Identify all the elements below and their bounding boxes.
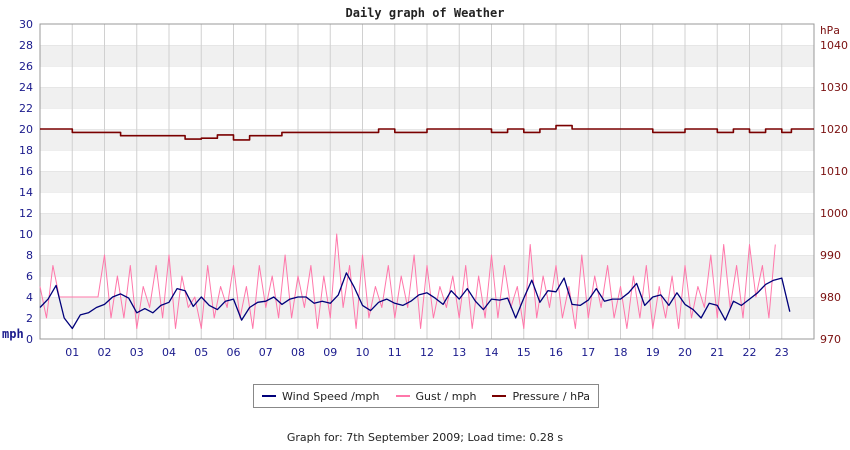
series-line-gust xyxy=(39,233,776,329)
left-tick-label: 30 xyxy=(19,18,33,31)
x-tick-label: 18 xyxy=(614,346,628,359)
footer-info: Graph for: 7th September 2009; Load time… xyxy=(286,431,564,444)
gust-swatch-icon xyxy=(395,395,410,397)
x-tick-label: 02 xyxy=(98,346,112,359)
x-tick-label: 05 xyxy=(194,346,208,359)
right-tick-label: 1000 xyxy=(820,207,848,220)
x-tick-label: 11 xyxy=(388,346,402,359)
left-tick-label: 16 xyxy=(19,165,33,178)
x-tick-label: 20 xyxy=(678,346,692,359)
left-tick-label: 20 xyxy=(19,123,33,136)
x-tick-label: 15 xyxy=(517,346,531,359)
x-tick-label: 21 xyxy=(710,346,724,359)
left-tick-label: 6 xyxy=(26,270,33,283)
x-tick-label: 16 xyxy=(549,346,563,359)
right-tick-label: 980 xyxy=(820,291,841,304)
x-tick-label: 10 xyxy=(356,346,370,359)
left-tick-label: 26 xyxy=(19,60,33,73)
left-tick-label: 18 xyxy=(19,144,33,157)
x-tick-label: 13 xyxy=(452,346,466,359)
right-tick-label: 1010 xyxy=(820,165,848,178)
x-tick-label: 01 xyxy=(65,346,79,359)
x-axis-ticks: 01 02 03 04 05 06 07 08 09 10 11 12 13 14 15 16 17 18 19 20… xyxy=(65,346,789,359)
series-line-pressure xyxy=(40,124,814,141)
x-tick-label: 06 xyxy=(227,346,241,359)
vertical-gridlines xyxy=(71,24,783,339)
x-tick-label: 12 xyxy=(420,346,434,359)
x-tick-label: 09 xyxy=(323,346,337,359)
left-tick-label: 0 xyxy=(26,333,33,346)
x-tick-label: 19 xyxy=(646,346,660,359)
x-tick-label: 04 xyxy=(162,346,176,359)
left-tick-label: 10 xyxy=(19,228,33,241)
left-tick-label: 24 xyxy=(19,81,33,94)
right-axis-ticks: 970 980 990 1000 1010 1020 1030 1040 xyxy=(820,39,848,346)
x-tick-label: 07 xyxy=(259,346,273,359)
x-tick-label: 23 xyxy=(775,346,789,359)
legend-label-gust: Gust / mph xyxy=(415,389,477,403)
right-axis-unit: hPa xyxy=(820,24,840,37)
legend-item-pressure: Pressure / hPa xyxy=(492,390,590,403)
legend-label-wind: Wind Speed /mph xyxy=(282,389,380,403)
x-tick-label: 22 xyxy=(743,346,757,359)
left-tick-label: 2 xyxy=(26,312,33,325)
left-tick-label: 14 xyxy=(19,186,33,199)
legend-item-wind: Wind Speed /mph xyxy=(262,390,380,403)
left-tick-label: 12 xyxy=(19,207,33,220)
wind-swatch-icon xyxy=(262,395,276,397)
right-tick-label: 1020 xyxy=(820,123,848,136)
left-axis-unit: mph xyxy=(2,327,24,341)
left-tick-label: 28 xyxy=(19,39,33,52)
x-tick-label: 17 xyxy=(581,346,595,359)
left-tick-label: 8 xyxy=(26,249,33,262)
right-tick-label: 1040 xyxy=(820,39,848,52)
right-tick-label: 1030 xyxy=(820,81,848,94)
right-tick-label: 970 xyxy=(820,333,841,346)
chart-title: Daily graph of Weather xyxy=(346,6,505,20)
legend: Wind Speed /mph Gust / mph Pressure / hP… xyxy=(253,384,599,408)
x-tick-label: 08 xyxy=(291,346,305,359)
right-tick-label: 990 xyxy=(820,249,841,262)
pressure-swatch-icon xyxy=(492,395,507,397)
x-tick-label: 14 xyxy=(485,346,499,359)
x-tick-label: 03 xyxy=(130,346,144,359)
plot-frame xyxy=(39,23,815,340)
left-tick-label: 22 xyxy=(19,102,33,115)
series-layer xyxy=(39,124,814,330)
series-line-wind xyxy=(39,272,791,330)
legend-item-gust: Gust / mph xyxy=(395,389,477,403)
left-tick-label: 4 xyxy=(26,291,33,304)
legend-label-pressure: Pressure / hPa xyxy=(512,389,590,403)
